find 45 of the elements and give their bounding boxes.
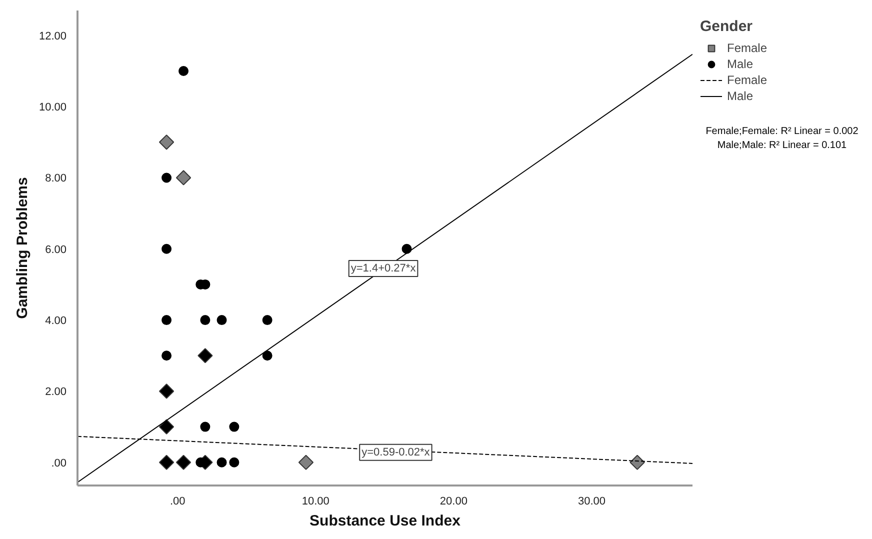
y-tick-label: 6.00 [45,244,67,256]
point [162,172,172,183]
point [216,315,227,326]
point [158,384,174,399]
y-tick-label: 8.00 [45,172,67,185]
legend-label: Female [727,73,768,87]
point [298,454,314,470]
y-tick-label: .00 [51,457,67,470]
point [162,350,172,361]
point [229,457,240,468]
point [162,315,172,326]
point [158,419,174,434]
legend-title: Gender [700,18,754,35]
point [229,422,240,432]
point [200,315,210,326]
x-tick-label: .00 [170,496,186,508]
point [630,454,645,470]
point [176,454,192,470]
y-tick-label: 10.00 [38,102,67,114]
legend-label: Male [727,89,754,103]
point [178,66,189,76]
x-axis-title: Substance Use Index [310,512,462,530]
x-tick-label: 20.00 [440,496,468,508]
annotation: y=0.59-0.02*x [362,446,430,458]
y-tick-label: 4.00 [45,315,67,328]
point [162,244,172,254]
point [200,422,210,432]
point [402,244,412,254]
point [198,348,213,364]
point [216,457,227,468]
annotation: y=1.4+0.27*x [350,262,416,274]
legend-label: Female [727,41,768,55]
point [158,134,174,150]
point [262,315,272,326]
point [158,454,174,470]
text: Male;Male: R² Linear = 0.101 [717,140,847,151]
point [262,350,272,361]
y-axis-title: Gambling Problems [14,177,31,319]
x-tick-label: 30.00 [578,496,606,508]
point [176,170,192,186]
y-tick-label: 12.00 [38,30,67,42]
legend-label: Male [727,57,754,71]
text: Female;Female: R² Linear = 0.002 [706,126,858,137]
x-tick-label: 10.00 [302,496,330,508]
y-tick-label: 2.00 [45,386,67,398]
